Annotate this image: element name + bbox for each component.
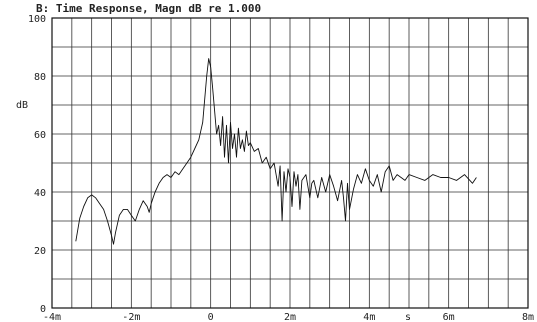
x-unit-label: s: [405, 312, 411, 322]
grid: [51, 17, 529, 309]
y-tick-label: 20: [34, 246, 46, 257]
series-line: [75, 58, 477, 245]
x-tick-label: -4m: [43, 312, 61, 322]
y-tick-label: 40: [34, 188, 46, 199]
x-tick-label: 4m: [363, 312, 375, 322]
y-tick-label: 60: [34, 130, 46, 141]
tick-labels: 0 20 40 60 80 100 -4m -2m 0 2m 4m 6m 8m: [28, 14, 534, 322]
x-tick-label: 2m: [284, 312, 296, 322]
y-tick-label: 80: [34, 72, 46, 83]
x-tick-label: 6m: [443, 312, 455, 322]
x-tick-label: 8m: [522, 312, 534, 322]
y-axis-label: dB: [16, 100, 28, 111]
plot-frame: [51, 17, 529, 309]
y-tick-label: 100: [28, 14, 46, 25]
y-tick-label: 0: [40, 304, 46, 315]
x-tick-label: 0: [208, 312, 214, 322]
chart-title: B: Time Response, Magn dB re 1.000: [36, 2, 261, 15]
x-tick-label: -2m: [122, 312, 140, 322]
